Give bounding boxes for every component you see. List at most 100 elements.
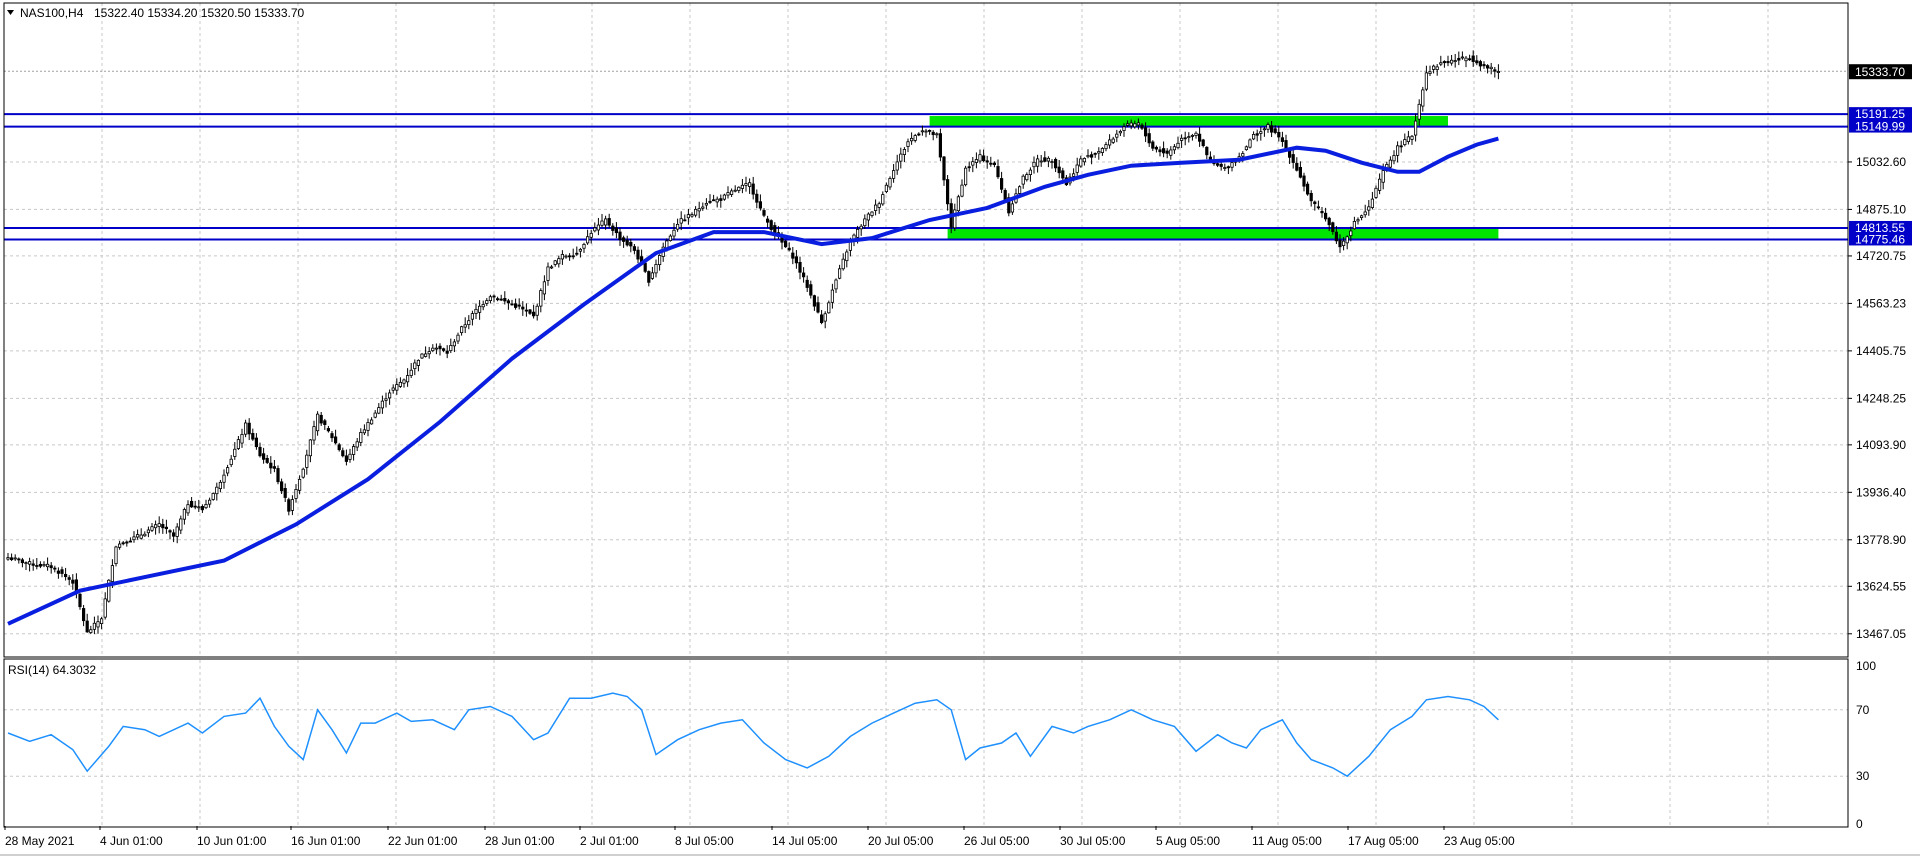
candle-body: [701, 206, 705, 209]
candle: [827, 300, 831, 314]
candle: [1370, 191, 1374, 210]
candle-body: [1259, 131, 1263, 134]
candle-body: [215, 486, 219, 495]
candle-body: [89, 629, 93, 633]
candle: [604, 215, 608, 230]
candle: [1360, 214, 1364, 221]
time-tick-label: 10 Jun 01:00: [197, 834, 267, 848]
candle-body: [769, 220, 773, 230]
candle-body: [1079, 158, 1083, 167]
price-tick-label: 13624.55: [1856, 579, 1906, 593]
candle: [766, 215, 770, 228]
candle: [193, 500, 197, 510]
candle: [712, 194, 716, 202]
candle-body: [341, 450, 345, 457]
candle-body: [143, 533, 147, 537]
candle: [341, 447, 345, 458]
candle: [1352, 216, 1356, 230]
candle: [1320, 206, 1324, 218]
candle-body: [517, 304, 521, 307]
candle: [892, 164, 896, 183]
candle-body: [1424, 72, 1428, 90]
candle-body: [1046, 157, 1050, 162]
candle-body: [366, 422, 370, 431]
candle: [737, 186, 741, 194]
candle-body: [676, 223, 680, 230]
candle-body: [1248, 139, 1252, 148]
candle: [1334, 226, 1338, 245]
candle-body: [157, 523, 161, 527]
candle: [312, 420, 316, 445]
candle-body: [175, 526, 179, 537]
candle: [532, 304, 536, 319]
candle-body: [928, 129, 932, 132]
candle-body: [82, 608, 86, 622]
candle: [240, 428, 244, 448]
chevron-down-icon[interactable]: [7, 10, 14, 15]
candle: [564, 254, 568, 259]
candle: [539, 288, 543, 313]
candle-body: [960, 184, 964, 197]
candle-body: [287, 499, 291, 512]
candle-body: [204, 503, 208, 509]
candle-body: [1054, 158, 1058, 169]
candle: [838, 264, 842, 280]
candle-body: [269, 462, 273, 469]
candle: [197, 499, 201, 513]
candle-body: [1136, 122, 1140, 126]
candle-body: [1309, 192, 1313, 202]
candle: [1025, 172, 1029, 182]
candle-body: [802, 272, 806, 278]
candle-body: [1100, 148, 1104, 153]
candle-body: [1252, 134, 1256, 140]
candle-body: [1475, 60, 1479, 64]
price-pane[interactable]: 15032.60 14875.10 14720.75 14563.23 14405.75…: [3, 2, 1912, 658]
candle: [251, 428, 255, 441]
candle: [1280, 131, 1284, 147]
candle: [200, 504, 204, 513]
candle-body: [308, 439, 313, 457]
time-axis[interactable]: 28 May 2021 4 Jun 01:00 10 Jun 01:00 16 Jun…: [4, 826, 1515, 848]
horizontal-levels[interactable]: [4, 113, 1848, 241]
candle: [820, 310, 824, 325]
candle: [1442, 60, 1446, 68]
candle: [1165, 148, 1169, 159]
candle-body: [964, 167, 968, 186]
candle: [1108, 134, 1112, 149]
candle: [805, 275, 809, 292]
time-tick-label: 2 Jul 01:00: [580, 834, 639, 848]
candle-body: [189, 500, 194, 508]
candle-body: [1435, 66, 1439, 70]
candle-body: [899, 153, 903, 162]
candle-body: [222, 474, 226, 483]
candle: [528, 308, 532, 315]
candle-body: [866, 213, 871, 221]
candle-body: [1342, 240, 1346, 246]
candle-body: [1280, 137, 1284, 142]
candle-body: [276, 468, 280, 483]
candle: [1439, 55, 1443, 67]
candle-body: [625, 239, 629, 246]
candle-body: [1295, 162, 1299, 171]
candle: [622, 235, 626, 248]
candle: [1496, 64, 1500, 80]
candle: [1342, 237, 1346, 251]
candle-body: [218, 481, 222, 490]
candle-body: [85, 620, 89, 633]
candle: [283, 483, 287, 503]
rsi-pane[interactable]: 100 70 30 0 RSI(14) 64.3032: [3, 658, 1876, 831]
candle-body: [1111, 138, 1115, 143]
candle: [427, 346, 431, 359]
candle: [683, 214, 687, 222]
candle-body: [459, 326, 464, 334]
candle: [913, 133, 917, 143]
price-axis[interactable]: 15032.60 14875.10 14720.75 14563.23 14405.75…: [1848, 155, 1906, 641]
candle: [477, 300, 482, 320]
candle-body: [488, 296, 493, 301]
candle-body: [809, 284, 813, 296]
candle-body: [42, 564, 46, 567]
candle: [359, 428, 363, 447]
candle: [1489, 62, 1493, 75]
